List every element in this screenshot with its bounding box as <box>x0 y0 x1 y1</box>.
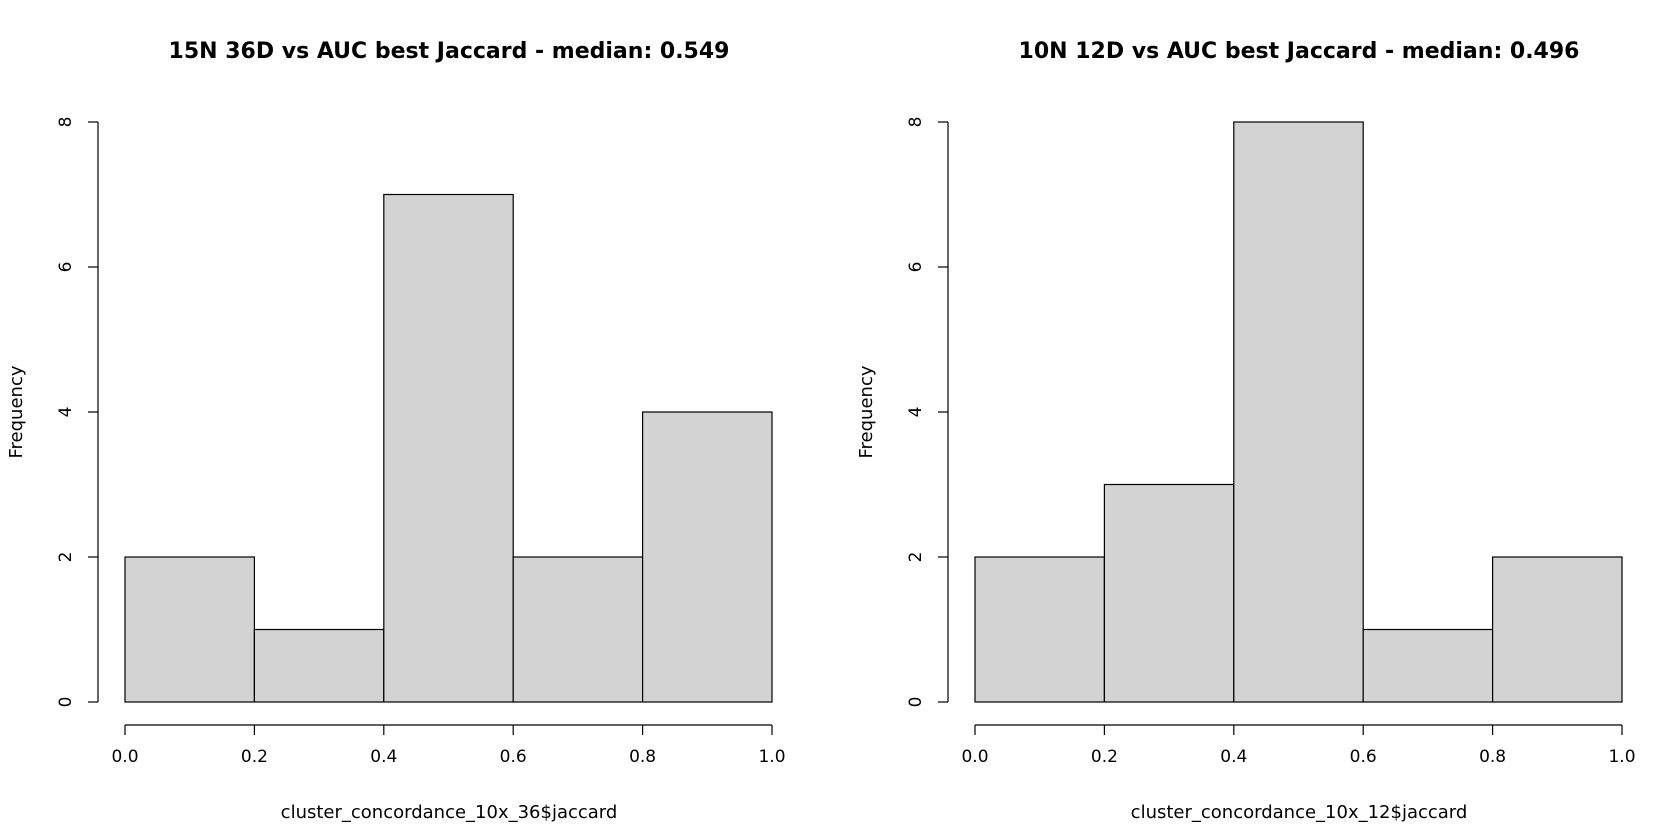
y-tick-label: 0 <box>906 697 926 708</box>
histogram-bar <box>1233 121 1364 703</box>
histogram-bar <box>641 411 773 703</box>
y-axis: 0 2 4 6 8 <box>906 117 949 708</box>
x-tick-label: 0.4 <box>1220 747 1247 767</box>
y-tick-label: 4 <box>906 407 926 418</box>
histogram-bar <box>1103 483 1235 703</box>
x-tick-label: 0.2 <box>1091 747 1118 767</box>
y-tick-label: 2 <box>56 552 76 563</box>
y-axis: 0 2 4 6 8 <box>56 117 99 708</box>
histogram-bar <box>383 193 514 703</box>
y-tick-label: 4 <box>56 407 76 418</box>
chart-title: 15N 36D vs AUC best Jaccard - median: 0.… <box>169 39 730 64</box>
histogram-panel-right: 10N 12D vs AUC best Jaccard - median: 0.… <box>856 39 1636 823</box>
y-axis-label: Frequency <box>856 365 877 458</box>
x-tick-label: 0.2 <box>241 747 268 767</box>
chart-title: 10N 12D vs AUC best Jaccard - median: 0.… <box>1019 39 1580 64</box>
y-axis-label: Frequency <box>6 365 27 458</box>
x-tick-label: 1.0 <box>758 747 785 767</box>
x-axis-label: cluster_concordance_10x_12$jaccard <box>1131 802 1468 823</box>
x-tick-label: 0.4 <box>370 747 397 767</box>
histogram-bar <box>974 556 1105 703</box>
x-tick-label: 0.8 <box>629 747 656 767</box>
y-tick-label: 8 <box>906 117 926 128</box>
y-tick-label: 6 <box>56 262 76 273</box>
histogram-bar <box>253 628 385 703</box>
x-tick-label: 0.6 <box>1350 747 1377 767</box>
histogram-bar <box>512 556 644 703</box>
x-axis: 0.0 0.2 0.4 0.6 0.8 1.0 <box>111 724 786 767</box>
y-tick-label: 0 <box>56 697 76 708</box>
x-axis-label: cluster_concordance_10x_36$jaccard <box>281 802 618 823</box>
y-tick-label: 2 <box>906 552 926 563</box>
x-tick-label: 0.0 <box>961 747 988 767</box>
x-axis: 0.0 0.2 0.4 0.6 0.8 1.0 <box>961 724 1636 767</box>
y-tick-label: 8 <box>56 117 76 128</box>
x-tick-label: 0.6 <box>500 747 527 767</box>
histogram-bar <box>1362 628 1494 703</box>
x-tick-label: 1.0 <box>1608 747 1635 767</box>
x-tick-label: 0.0 <box>111 747 138 767</box>
histogram-panel-left: 15N 36D vs AUC best Jaccard - median: 0.… <box>6 39 786 823</box>
x-tick-label: 0.8 <box>1479 747 1506 767</box>
y-tick-label: 6 <box>906 262 926 273</box>
histogram-bar <box>1491 556 1623 703</box>
histogram-bar <box>124 556 255 703</box>
